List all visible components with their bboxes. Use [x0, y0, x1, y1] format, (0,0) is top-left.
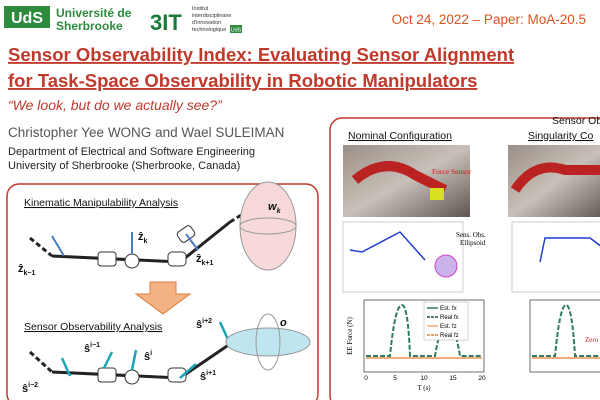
math-label: wk	[268, 201, 282, 215]
annotation: Sens. Obs.	[456, 231, 486, 239]
uds-name: Université de	[56, 6, 132, 20]
sym: ŝ	[196, 319, 202, 331]
y-label: EE Force (N)	[346, 316, 354, 354]
manip-ellipsoid	[239, 181, 297, 271]
title-line: Sensor Observability Index: Evaluating S…	[8, 44, 514, 65]
x-tick: 15	[449, 375, 457, 382]
force-plot	[529, 299, 600, 373]
math-label: o	[280, 317, 287, 329]
sup: i+2	[202, 318, 212, 325]
uds-name: Sherbrooke	[56, 19, 123, 33]
sym: ẑ	[18, 263, 24, 275]
sym: w	[268, 201, 278, 213]
affiliation: Department of Electrical and Software En…	[8, 146, 255, 158]
sub: k	[144, 238, 148, 245]
annotation: Ellipsoid	[460, 239, 486, 247]
sub: k+1	[202, 260, 214, 267]
math-label: ẑk−1	[18, 263, 35, 277]
legend-entry: Real fz	[440, 333, 459, 339]
axes	[51, 232, 199, 257]
robot-photo	[343, 145, 470, 217]
sym: ẑ	[138, 231, 144, 243]
math-labels: ẑk−1 ẑk ẑk+1 wk ŝi−2 ŝi−1 ŝi ŝi+1 ŝi+2 o	[18, 201, 287, 395]
math-label: ẑk+1	[196, 253, 213, 267]
sup: i−1	[90, 342, 100, 349]
panel-heading: Sensor Observability Analysis	[24, 321, 162, 333]
sym: ŝ	[22, 383, 28, 395]
panel-heading: Sensor Obs	[552, 115, 600, 127]
x-tick: 0	[364, 375, 368, 382]
sym: o	[280, 317, 287, 329]
uds-logo-bg	[4, 6, 50, 28]
legend-entries: Est. fx Real fx Est. fz Real fz	[440, 306, 459, 339]
3it-logo: 3IT	[150, 10, 182, 35]
math-label: ŝi+1	[200, 370, 216, 383]
3it-badge: UdS	[231, 28, 242, 34]
legend-entry: Real fx	[440, 315, 459, 321]
force-sensor	[430, 188, 444, 200]
authors: Christopher Yee WONG and Wael SULEIMAN	[8, 125, 284, 140]
obs-ellipsoid	[255, 313, 281, 371]
x-label: T (s)	[417, 384, 431, 392]
panel-heading: Singularity Co	[528, 130, 594, 142]
x-tick: 10	[420, 375, 428, 382]
sym: ŝ	[200, 371, 206, 383]
sub: k	[277, 208, 282, 215]
x-tick: 20	[478, 375, 486, 382]
sup: i−2	[28, 382, 38, 389]
robot-arm	[351, 161, 448, 195]
sym: ẑ	[196, 253, 202, 265]
affiliation: University of Sherbrooke (Sherbrooke, Ca…	[8, 160, 240, 172]
manip-ellipsoid	[239, 217, 297, 235]
subtitle: “We look, but do we actually see?”	[8, 97, 223, 113]
annotation: Force Sensor	[432, 167, 472, 176]
plot-3d	[511, 221, 600, 293]
math-label: ŝi−1	[84, 342, 100, 355]
legend-entry: Est. fx	[440, 306, 457, 312]
robot-arm	[510, 162, 600, 193]
legend-keys	[427, 307, 438, 336]
sym: ŝ	[84, 343, 90, 355]
3it-badge-bg	[230, 25, 242, 33]
ellipsoid-plot	[434, 254, 458, 278]
arm-plot	[539, 237, 600, 263]
down-arrow	[134, 281, 192, 315]
3it-name: technologique	[192, 27, 226, 33]
math-label: ŝi−2	[22, 382, 38, 395]
legend-entry: Est. fz	[440, 324, 457, 330]
math-label: ŝi	[144, 350, 152, 363]
3it-name: d'innovation	[192, 20, 221, 26]
math-label: ẑk	[138, 231, 148, 245]
annotation: Zero	[585, 336, 599, 344]
joints	[97, 225, 196, 269]
panel-heading: Kinematic Manipulability Analysis	[24, 197, 178, 209]
sup: i	[150, 350, 152, 357]
arm-plot	[349, 231, 426, 261]
sym: ŝ	[144, 351, 150, 363]
sup: i+1	[206, 370, 216, 377]
uds-logo: UdS	[11, 10, 43, 27]
title-line: for Task-Space Observability in Robotic …	[8, 70, 477, 91]
x-tick: 5	[393, 375, 397, 382]
joints	[97, 367, 187, 385]
math-label: ŝi+2	[196, 318, 212, 331]
date: Oct 24, 2022 – Paper: MoA-20.5	[392, 12, 586, 27]
obs-ellipsoid	[225, 327, 311, 357]
sub: k−1	[24, 270, 36, 277]
3it-name: interdisciplinaire	[192, 13, 231, 19]
3it-name: Institut	[192, 6, 209, 12]
panel-heading: Nominal Configuration	[348, 130, 452, 142]
x-ticks: 0 5 10 15 20	[364, 375, 486, 382]
